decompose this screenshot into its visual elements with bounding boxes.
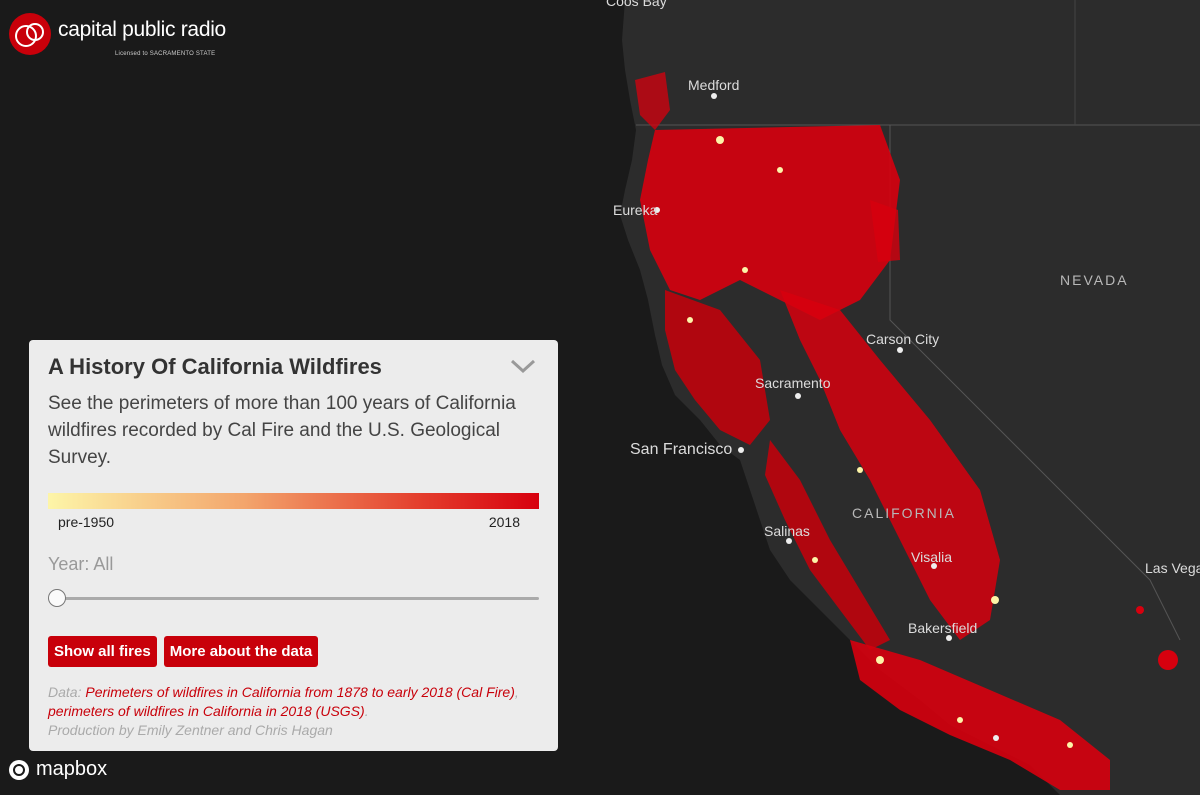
old-fire-spot: [957, 717, 963, 723]
city-dot-los-angeles: [993, 735, 999, 741]
fire-region-central-coast: [765, 440, 890, 650]
map-label-salinas: Salinas: [764, 523, 810, 539]
credits: Data: Perimeters of wildfires in Califor…: [48, 683, 539, 740]
mapbox-label: mapbox: [36, 758, 108, 780]
fire-region-south: [850, 640, 1110, 790]
old-fire-spot: [812, 557, 818, 563]
old-fire-spot: [1067, 742, 1073, 748]
fire-perimeters: [635, 72, 1178, 790]
old-fire-spot: [716, 136, 724, 144]
map-label-san-francisco: San Francisco: [630, 441, 732, 458]
fire-region-sierra: [780, 290, 1000, 640]
fire-spot: [1158, 650, 1178, 670]
map-label-medford: Medford: [688, 77, 739, 93]
mapbox-logo-icon: [9, 759, 29, 780]
legend-labels: pre-1950 2018: [48, 514, 520, 530]
city-dot-medford: [711, 93, 717, 99]
map-label-coos-bay: Coos Bay: [606, 0, 667, 9]
old-fire-spot: [857, 467, 863, 473]
year-slider[interactable]: [48, 588, 539, 610]
fire-region-nevada-border: [870, 200, 900, 262]
map-label-carson-city: Carson City: [866, 331, 939, 347]
legend-min-label: pre-1950: [58, 514, 115, 530]
mapbox-attribution[interactable]: mapbox: [8, 758, 107, 781]
old-fire-spot: [687, 317, 693, 323]
more-about-data-button[interactable]: More about the data: [163, 636, 319, 667]
map-label-visalia: Visalia: [911, 549, 952, 565]
old-fire-spot: [991, 596, 999, 604]
year-color-legend: [48, 493, 539, 509]
map-label-sacramento: Sacramento: [755, 375, 831, 391]
year-label: Year: All: [48, 554, 114, 574]
credits-end: .: [364, 703, 369, 719]
info-panel: A History Of California Wildfires See th…: [29, 340, 558, 751]
credits-separator: ,: [514, 684, 519, 700]
cpr-logo-icon: [9, 13, 51, 55]
chevron-down-icon[interactable]: [510, 358, 536, 374]
city-dot-carson-city: [897, 347, 903, 353]
old-fire-spot: [777, 167, 783, 173]
city-dot-visalia: [931, 563, 937, 569]
fire-spot: [1136, 606, 1144, 614]
fire-region-coast: [665, 290, 770, 445]
fire-region-oregon: [635, 72, 670, 130]
old-fire-spot: [742, 267, 748, 273]
old-fire-spot: [876, 656, 884, 664]
panel-title: A History Of California Wildfires: [48, 354, 382, 379]
panel-buttons: Show all fires More about the data: [48, 636, 539, 667]
logo-subtitle: Licensed to SACRAMENTO STATE: [115, 51, 216, 57]
logo-name: capital public radio: [58, 18, 226, 41]
production-credit: Production by Emily Zentner and Chris Ha…: [48, 722, 333, 738]
legend-max-label: 2018: [488, 514, 520, 530]
city-dot-salinas: [786, 538, 792, 544]
credits-data-prefix: Data:: [48, 684, 86, 700]
slider-thumb[interactable]: [48, 589, 66, 607]
capital-public-radio-logo[interactable]: capital public radio: [8, 12, 226, 56]
map-label-bakersfield: Bakersfield: [908, 620, 977, 636]
map-label-california: CALIFORNIA: [852, 505, 956, 521]
fire-region-north: [640, 125, 900, 320]
city-dot-eureka: [654, 207, 660, 213]
panel-description: See the perimeters of more than 100 year…: [48, 393, 516, 468]
city-dot-sacramento: [795, 393, 801, 399]
usgs-data-link[interactable]: perimeters of wildfires in California in…: [48, 703, 365, 719]
map-label-las-vegas: Las Vegas: [1145, 560, 1200, 576]
city-dot-bakersfield: [946, 635, 952, 641]
slider-track[interactable]: [48, 597, 539, 600]
show-all-fires-button[interactable]: Show all fires: [48, 636, 157, 667]
map-label-nevada: NEVADA: [1060, 272, 1129, 288]
cal-fire-data-link[interactable]: Perimeters of wildfires in California fr…: [85, 684, 515, 700]
map-label-eureka: Eureka: [613, 202, 658, 218]
city-dot-san-francisco: [738, 447, 744, 453]
